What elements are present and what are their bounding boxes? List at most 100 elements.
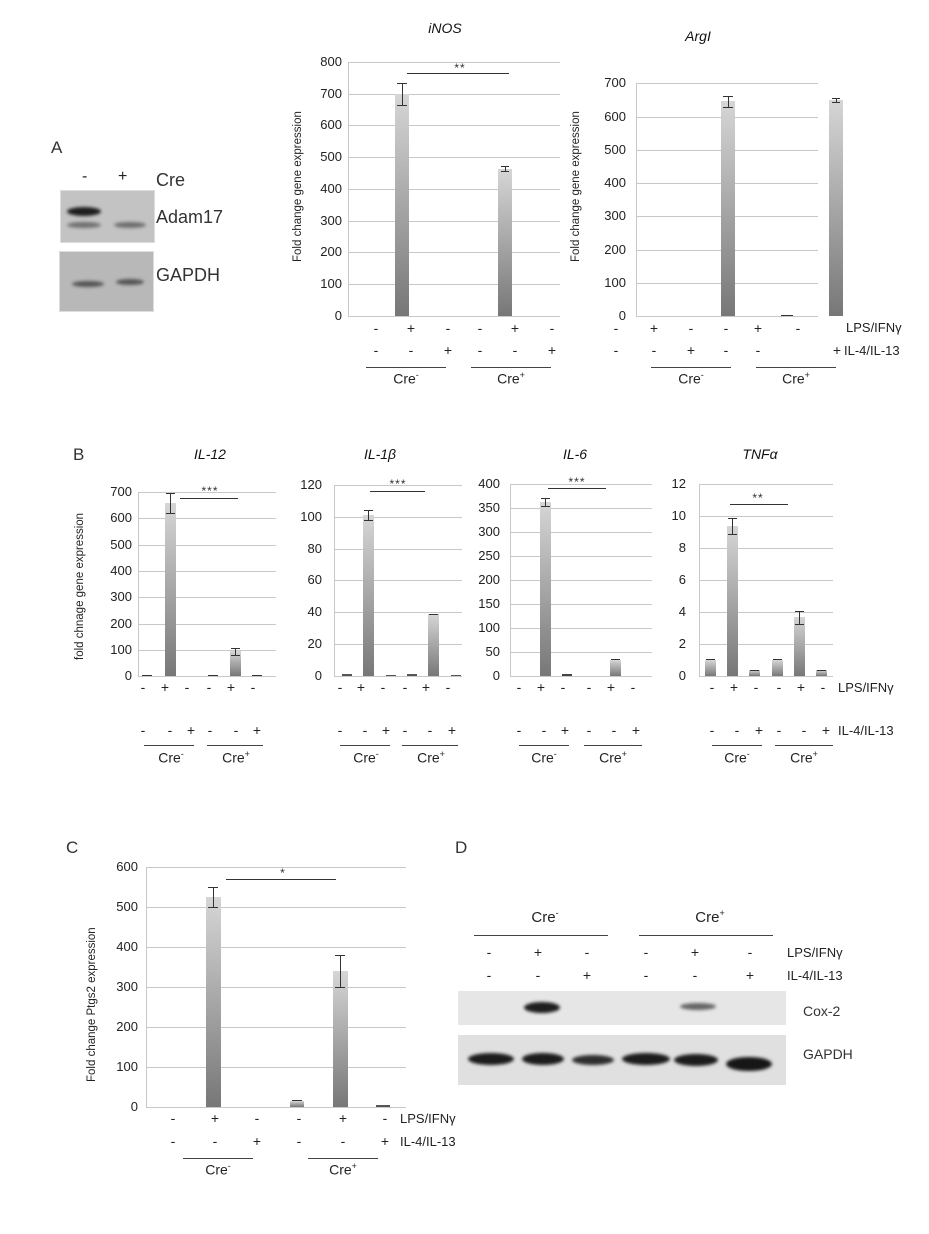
x-axis (348, 316, 560, 317)
error-bar (235, 648, 236, 655)
error-bar (505, 166, 506, 171)
cre-plus-label: Cre+ (766, 370, 826, 387)
error-cap (429, 614, 438, 615)
cre-minus-bracket (340, 745, 390, 746)
il4-sign: + (754, 722, 764, 738)
gridline (510, 604, 652, 605)
lps-sign: + (160, 679, 170, 695)
lps-sign: - (296, 1110, 302, 1126)
inos-il4-row: - - + - - + (290, 342, 560, 362)
gapdh-band-d (468, 1053, 514, 1065)
cre-minus-text: Cre (205, 1161, 228, 1178)
cre-minus-text: Cre (724, 749, 747, 766)
argi-chart: ArgI Fold change gene expression 700 600… (568, 28, 843, 340)
y-axis (510, 484, 511, 676)
cre-minus-bracket (183, 1158, 253, 1159)
gridline (348, 94, 560, 95)
il4-sign: - (362, 722, 368, 738)
error-bar (340, 955, 341, 987)
sup: + (244, 749, 250, 759)
d-cre-plus-label: Cre+ (670, 908, 750, 926)
lps-sign: - (382, 1110, 388, 1126)
il4-sign: - (651, 342, 657, 358)
lps-sign: + (421, 679, 431, 695)
lps-sign: - (486, 944, 492, 960)
lps-sign: + (753, 320, 763, 336)
gridline (138, 518, 276, 519)
gapdh-blot-d (458, 1035, 786, 1085)
il4-sign: + (381, 722, 391, 738)
cox2-label: Cox-2 (803, 1003, 841, 1019)
ytick: 400 (110, 563, 132, 578)
il4-sign: + (821, 722, 831, 738)
il12-ylabel: fold chnage gene expression (74, 512, 86, 660)
cre-minus-bracket (519, 745, 569, 746)
error-bar (170, 493, 171, 513)
cre-plus-text: Cre (782, 370, 805, 387)
il4-sign: - (340, 1133, 346, 1149)
ytick: 600 (604, 109, 626, 124)
cre-minus-label: Cre- (188, 1161, 248, 1178)
bar (142, 675, 152, 676)
significance-line (180, 498, 238, 499)
sup: + (519, 370, 525, 380)
bar-cre-plus-lps (428, 614, 439, 676)
ytick: 700 (320, 86, 342, 101)
error-cap (728, 518, 737, 519)
il4-sign: - (541, 722, 547, 738)
lps-sign: - (747, 944, 753, 960)
lps-sign: - (723, 320, 729, 336)
ytick: 300 (116, 979, 138, 994)
lps-ifng-label: LPS/IFNγ (400, 1111, 456, 1126)
panel-d-letter: D (455, 838, 468, 857)
gapdh-band-d (622, 1053, 670, 1065)
gridline (348, 157, 560, 158)
gridline (699, 644, 833, 645)
ytick: 120 (300, 477, 322, 492)
adam17-band-lower-cre (114, 222, 146, 228)
il1b-title: IL-1β (363, 446, 397, 462)
il4-il13-label: IL-4/IL-13 (787, 968, 843, 983)
il12-chart: IL-12 fold chnage gene expression 700 60… (70, 446, 276, 710)
cre-minus-text: Cre (158, 749, 181, 766)
error-bar (728, 96, 729, 107)
y-axis (699, 484, 700, 676)
lps-sign: - (445, 320, 451, 336)
lps-sign: - (613, 320, 619, 336)
bar-cre-minus-lps (395, 94, 409, 316)
panel-c-lps-row: - + - - + - LPS/IFNγ (0, 1110, 480, 1130)
error-bar (402, 83, 403, 105)
panel-c-letter: C (66, 838, 79, 857)
lps-sign: + (210, 1110, 220, 1126)
ptgs2-chart: Fold change Ptgs2 expression 600 500 400… (80, 859, 420, 1114)
x-axis (138, 676, 276, 677)
bar-cre-minus-lps (165, 503, 176, 676)
cre-plus-text: Cre (329, 1161, 352, 1178)
cre-minus-label: Cre- (144, 749, 198, 766)
sup: - (180, 749, 184, 759)
panel-a-lane-minus: - (82, 168, 88, 185)
gridline (138, 624, 276, 625)
lps-sign: - (373, 320, 379, 336)
il4-sign: - (692, 967, 698, 983)
adam17-label: Adam17 (156, 207, 224, 227)
error-bar (213, 887, 214, 907)
d-cre-minus-bracket (474, 935, 608, 936)
cre-minus-label: Cre- (710, 749, 764, 766)
il4-sign: + (560, 722, 570, 738)
lps-sign: - (140, 679, 146, 695)
error-cap (832, 98, 840, 99)
il4-il13-label: IL-4/IL-13 (844, 343, 900, 358)
sup: + (351, 1161, 357, 1171)
cre-minus-label: Cre- (339, 749, 393, 766)
bar-cre-plus-lps (333, 971, 348, 1107)
gapdh-label-a: GAPDH (156, 265, 221, 285)
ytick: 80 (307, 541, 322, 556)
error-cap (611, 659, 620, 660)
cre-minus-text: Cre (353, 749, 376, 766)
il4-sign: - (296, 1133, 302, 1149)
il4-sign: - (643, 967, 649, 983)
il4-sign: + (252, 722, 262, 738)
significance-stars: *** (201, 484, 219, 498)
gridline (348, 125, 560, 126)
